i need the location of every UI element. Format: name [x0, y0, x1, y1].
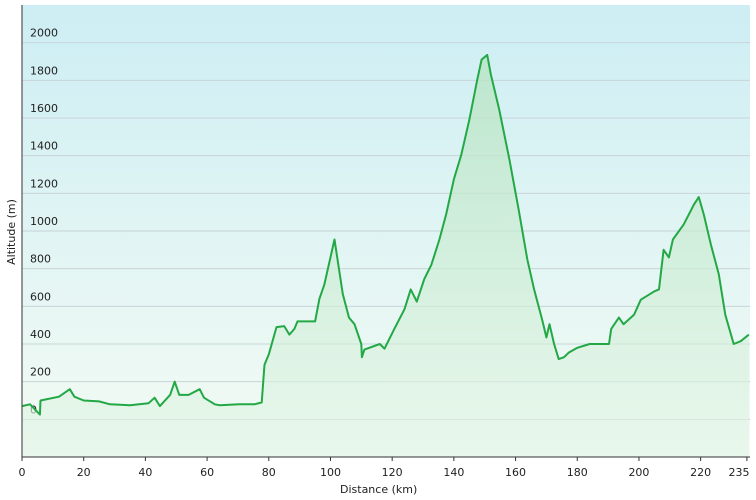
y-tick-label: 600 — [30, 290, 51, 303]
x-tick-label: 0 — [19, 466, 26, 479]
x-tick-label: 40 — [138, 466, 152, 479]
x-tick-label: 200 — [628, 466, 649, 479]
x-tick-label: 220 — [690, 466, 711, 479]
y-tick-label: 200 — [30, 366, 51, 379]
y-tick-label: 1800 — [30, 64, 58, 77]
y-tick-label: 800 — [30, 253, 51, 266]
elevation-line — [21, 53, 750, 416]
y-tick-label: 1400 — [30, 140, 58, 153]
y-tick-label: 1200 — [30, 177, 58, 190]
x-tick-label: 120 — [382, 466, 403, 479]
y-tick-label: 1600 — [30, 102, 58, 115]
x-tick-label: 160 — [505, 466, 526, 479]
y-tick-label: 400 — [30, 328, 51, 341]
x-tick-label: 180 — [567, 466, 588, 479]
y-tick-label: 1000 — [30, 215, 58, 228]
y-tick-label: 2000 — [30, 27, 58, 40]
area-fill — [22, 54, 749, 458]
x-tick-label: 20 — [77, 466, 91, 479]
x-tick-label: 80 — [262, 466, 276, 479]
x-axis-label: Distance (km) — [340, 483, 417, 496]
x-tick-label: 235 — [729, 466, 750, 479]
x-tick-label: 140 — [443, 466, 464, 479]
x-tick-label: 60 — [200, 466, 214, 479]
x-tick-label: 100 — [320, 466, 341, 479]
y-axis-label: Altitude (m) — [5, 199, 18, 265]
